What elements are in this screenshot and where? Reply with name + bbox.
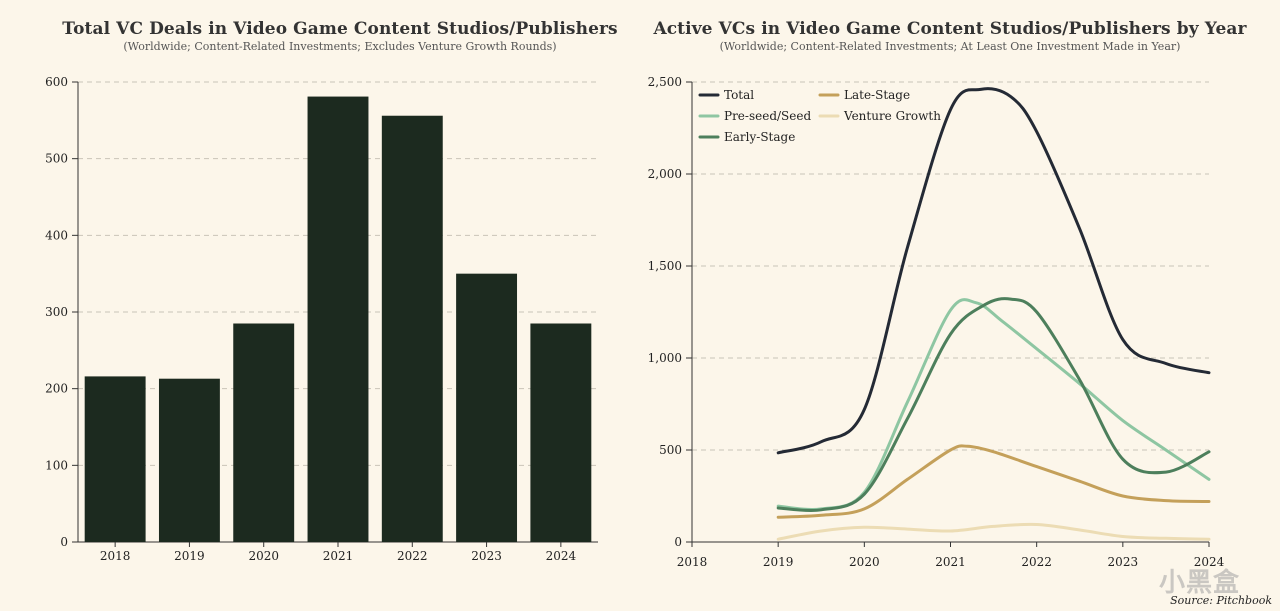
bar-x-tick-label: 2024 — [546, 549, 577, 563]
bar — [456, 273, 518, 542]
bar — [158, 378, 220, 542]
line-y-tick-label: 0 — [674, 535, 682, 549]
legend-label: Early-Stage — [724, 130, 795, 144]
bar-x-tick-label: 2023 — [471, 549, 502, 563]
line-y-tick-label: 2,000 — [648, 167, 682, 181]
line-y-tick-label: 1,000 — [648, 351, 682, 365]
line-x-tick-label: 2019 — [763, 555, 794, 569]
series-line-venture-growth — [776, 522, 1211, 541]
bar-y-tick-label: 0 — [60, 535, 68, 549]
series-line-pre-seed-seed — [776, 298, 1211, 512]
bar-x-tick-label: 2020 — [248, 549, 279, 563]
bar — [530, 323, 592, 542]
legend-label: Venture Growth — [843, 109, 941, 123]
watermark-logo: 小黑盒 — [1158, 568, 1240, 598]
bar — [307, 96, 369, 543]
line-x-tick-label: 2020 — [849, 555, 880, 569]
bar-chart-subtitle: (Worldwide; Content-Related Investments;… — [123, 40, 557, 53]
legend-label: Pre-seed/Seed — [724, 109, 811, 123]
series-line-early-stage — [776, 297, 1211, 513]
line-x-tick-label: 2018 — [677, 555, 708, 569]
bar-y-tick-label: 200 — [45, 382, 68, 396]
bar — [233, 323, 295, 542]
bar-y-tick-label: 300 — [45, 305, 68, 319]
bar-y-tick-label: 400 — [45, 228, 68, 242]
bar — [84, 376, 146, 542]
series-line-late-stage — [776, 444, 1211, 519]
bar-chart-title: Total VC Deals in Video Game Content Stu… — [62, 19, 618, 39]
line-x-tick-label: 2024 — [1194, 555, 1225, 569]
bar-y-tick-label: 500 — [45, 152, 68, 166]
line-y-tick-label: 1,500 — [648, 259, 682, 273]
line-y-tick-label: 500 — [659, 443, 682, 457]
line-chart-subtitle: (Worldwide; Content-Related Investments;… — [719, 40, 1181, 53]
bar-x-tick-label: 2021 — [323, 549, 354, 563]
bar-x-tick-label: 2022 — [397, 549, 428, 563]
bar-x-tick-label: 2018 — [100, 549, 131, 563]
bar — [381, 115, 443, 542]
series-line-total — [776, 87, 1211, 455]
legend-label: Late-Stage — [844, 88, 910, 102]
bar-x-tick-label: 2019 — [174, 549, 205, 563]
bar-y-tick-label: 100 — [45, 458, 68, 472]
line-y-tick-label: 2,500 — [648, 75, 682, 89]
legend-label: Total — [724, 88, 754, 102]
line-x-tick-label: 2023 — [1108, 555, 1139, 569]
bar-y-tick-label: 600 — [45, 75, 68, 89]
line-x-tick-label: 2021 — [935, 555, 966, 569]
source-note: Source: Pitchbook — [1170, 594, 1272, 607]
line-x-tick-label: 2022 — [1021, 555, 1052, 569]
line-chart-title: Active VCs in Video Game Content Studios… — [653, 19, 1247, 39]
